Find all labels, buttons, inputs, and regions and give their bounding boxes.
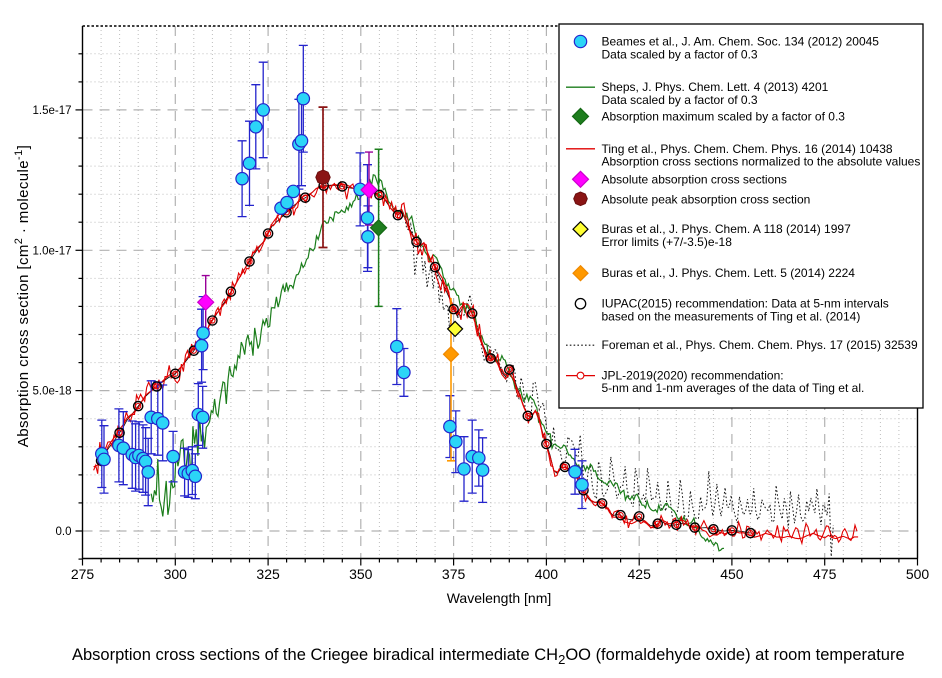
svg-text:Absolute peak absorption cross: Absolute peak absorption cross section xyxy=(602,193,811,207)
svg-text:1.0e-17: 1.0e-17 xyxy=(32,245,71,257)
svg-text:JPL-2019(2020) recommendation:: JPL-2019(2020) recommendation: xyxy=(602,369,784,383)
svg-text:5-nm and 1-nm averages of the: 5-nm and 1-nm averages of the data of Ti… xyxy=(602,381,865,395)
svg-text:400: 400 xyxy=(535,566,559,582)
svg-text:475: 475 xyxy=(813,566,837,582)
svg-text:IUPAC(2015) recommendation: Da: IUPAC(2015) recommendation: Data at 5-nm… xyxy=(602,297,889,311)
svg-text:Absorption cross sections of t: Absorption cross sections of the Criegee… xyxy=(72,646,905,667)
svg-text:Beames et al., J. Am. Chem. So: Beames et al., J. Am. Chem. Soc. 134 (20… xyxy=(602,35,880,49)
svg-text:Absolute absorption cross sect: Absolute absorption cross sections xyxy=(602,172,787,186)
svg-text:325: 325 xyxy=(256,566,280,582)
svg-text:450: 450 xyxy=(720,566,744,582)
svg-text:375: 375 xyxy=(442,566,466,582)
svg-text:425: 425 xyxy=(628,566,652,582)
svg-text:Buras et al., J. Phys. Chem. L: Buras et al., J. Phys. Chem. Lett. 5 (20… xyxy=(602,266,856,280)
svg-text:Ting et al., Phys. Chem. Chem.: Ting et al., Phys. Chem. Chem. Phys. 16 … xyxy=(602,142,893,156)
svg-text:Buras et al., J. Phys. Chem. A: Buras et al., J. Phys. Chem. A 118 (2014… xyxy=(602,222,852,236)
svg-text:350: 350 xyxy=(349,566,373,582)
svg-text:Wavelength [nm]: Wavelength [nm] xyxy=(447,590,552,606)
svg-text:Data scaled by a factor of 0.3: Data scaled by a factor of 0.3 xyxy=(602,48,758,62)
svg-text:1.5e-17: 1.5e-17 xyxy=(32,105,71,117)
svg-text:5.0e-18: 5.0e-18 xyxy=(32,386,71,398)
svg-text:Data scaled by a factor of 0.3: Data scaled by a factor of 0.3 xyxy=(602,93,758,107)
svg-text:275: 275 xyxy=(71,566,95,582)
svg-text:Absorption cross section [cm2: Absorption cross section [cm2 · molecule… xyxy=(13,145,32,447)
svg-text:Error limits (+7/-3.5)e-18: Error limits (+7/-3.5)e-18 xyxy=(602,235,733,249)
svg-text:based on the measurements of T: based on the measurements of Ting et al.… xyxy=(602,310,861,324)
svg-text:500: 500 xyxy=(906,566,930,582)
svg-text:Foreman et al., Phys. Chem. Ch: Foreman et al., Phys. Chem. Chem. Phys. … xyxy=(602,338,918,352)
svg-text:Absorption cross sections norm: Absorption cross sections normalized to … xyxy=(602,154,921,168)
svg-text:300: 300 xyxy=(164,566,188,582)
svg-text:Absorption maximum scaled by a: Absorption maximum scaled by a factor of… xyxy=(602,109,846,123)
svg-text:Sheps, J. Phys. Chem. Lett. 4: Sheps, J. Phys. Chem. Lett. 4 (2013) 420… xyxy=(602,80,829,94)
svg-text:0.0: 0.0 xyxy=(56,526,72,538)
